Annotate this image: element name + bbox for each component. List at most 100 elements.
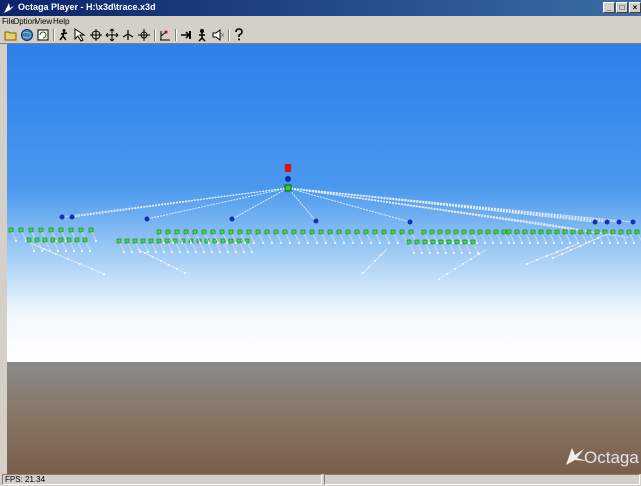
graph-node [229, 216, 235, 222]
graph-edge [433, 243, 439, 253]
fly-icon[interactable] [121, 28, 135, 42]
open-icon[interactable] [4, 28, 18, 42]
graph-edge [362, 266, 370, 274]
graph-edge [557, 233, 563, 243]
crosshair-icon[interactable] [137, 28, 151, 42]
graph-edge [258, 233, 264, 243]
graph-edge [565, 233, 571, 243]
octaga-logo: Octaga [566, 448, 639, 467]
walk-icon[interactable] [57, 28, 71, 42]
leaf-node [437, 229, 443, 235]
graph-edge [276, 233, 282, 243]
graph-node [445, 252, 447, 254]
graph-edge [136, 248, 146, 254]
graph-node [453, 252, 455, 254]
graph-node [41, 250, 43, 252]
graph-node [195, 251, 197, 253]
minimize-button[interactable]: _ [603, 2, 615, 13]
graph-edge [231, 233, 237, 243]
person-icon[interactable] [195, 28, 209, 42]
graph-node [69, 214, 75, 220]
octaga-app-icon[interactable] [2, 1, 16, 15]
leaf-node [363, 229, 369, 235]
graph-node [163, 251, 165, 253]
graph-edge [597, 233, 603, 243]
graph-node [244, 242, 246, 244]
pan-icon[interactable] [105, 28, 119, 42]
graph-edge [61, 241, 67, 251]
graph-node [397, 242, 399, 244]
graph-node [593, 242, 595, 244]
status-bar: FPS: 21.34 [0, 474, 641, 486]
graph-edge [339, 233, 345, 243]
graph-node [630, 219, 636, 225]
graph-edge [541, 233, 547, 243]
graph-node [219, 251, 221, 253]
3d-viewport[interactable]: Octaga [7, 44, 641, 474]
graph-edge [368, 260, 376, 268]
graph-edge [464, 233, 470, 243]
leaf-node [82, 237, 88, 243]
leaf-node [42, 237, 48, 243]
graph-node [171, 251, 173, 253]
graph-edge [597, 233, 608, 239]
menu-option[interactable]: Option [13, 17, 37, 26]
leaf-node [570, 229, 576, 235]
graph-edge [77, 241, 83, 251]
sound-icon[interactable] [211, 28, 225, 42]
graph-edge [357, 233, 363, 243]
root-node [285, 164, 291, 172]
graph-edge [504, 233, 510, 243]
leaf-node [445, 229, 451, 235]
leaf-node [626, 229, 632, 235]
select-icon[interactable] [73, 28, 87, 42]
graph-edge [446, 268, 456, 275]
examine-icon[interactable] [89, 28, 103, 42]
graph-edge [526, 259, 538, 265]
scene-graph-render: Octaga [7, 44, 641, 474]
graph-edge [517, 233, 523, 243]
viewpoint-icon[interactable] [158, 28, 172, 42]
graph-node [15, 240, 17, 242]
sky-background [7, 44, 641, 362]
leaf-node [48, 227, 54, 233]
leaf-node [336, 229, 342, 235]
graph-edge [207, 242, 213, 252]
graph-node [379, 242, 381, 244]
leaf-node [192, 229, 198, 235]
graph-edge [581, 233, 587, 243]
fps-readout: FPS: 21.34 [2, 474, 322, 485]
maximize-button[interactable]: □ [616, 2, 628, 13]
graph-node [211, 251, 213, 253]
leaf-node [530, 229, 536, 235]
graph-edge [249, 233, 255, 243]
graph-node [33, 250, 35, 252]
leaf-node [50, 237, 56, 243]
graph-edge [199, 242, 205, 252]
graph-node [208, 242, 210, 244]
help-icon[interactable] [232, 28, 246, 42]
graph-edge [384, 233, 390, 243]
menu-view[interactable]: View [35, 17, 53, 26]
graph-edge [287, 187, 608, 223]
graph-edge [186, 233, 192, 243]
graph-node [633, 242, 635, 244]
graph-node [545, 242, 547, 244]
graph-edge [85, 241, 91, 251]
graph-node [625, 242, 627, 244]
graph-edge [509, 233, 515, 243]
web-icon[interactable] [20, 28, 34, 42]
menu-bar: File Option View Help [0, 16, 641, 27]
next-viewpoint-icon[interactable] [179, 28, 193, 42]
menu-help[interactable]: Help [53, 17, 70, 26]
leaf-node [68, 227, 74, 233]
graph-node [73, 250, 75, 252]
leaf-node [237, 229, 243, 235]
graph-node [361, 242, 363, 244]
graph-edge [31, 243, 45, 250]
close-button[interactable]: × [629, 2, 641, 13]
graph-node [289, 242, 291, 244]
menu-file[interactable]: File [2, 17, 15, 26]
graph-node [428, 242, 430, 244]
reload-icon[interactable] [36, 28, 50, 42]
